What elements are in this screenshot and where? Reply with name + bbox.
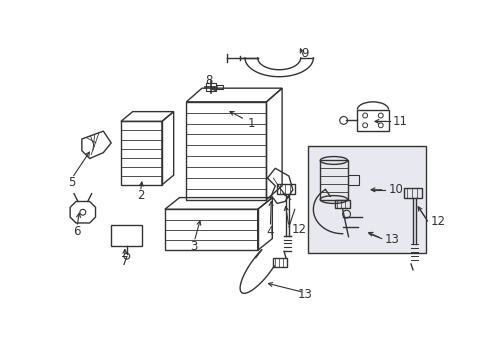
Bar: [334, 199, 350, 208]
Bar: [404, 188, 421, 198]
Text: 8: 8: [205, 74, 212, 87]
Text: 7: 7: [121, 255, 128, 267]
Text: 6: 6: [73, 225, 81, 238]
Bar: [320, 161, 347, 199]
Text: 2: 2: [137, 189, 144, 202]
Bar: [347, 175, 359, 185]
Text: 10: 10: [388, 183, 403, 196]
Text: 4: 4: [266, 225, 274, 238]
Bar: [215, 85, 223, 89]
Text: 5: 5: [68, 176, 76, 189]
Text: 11: 11: [392, 115, 407, 128]
Bar: [121, 121, 162, 185]
Text: 13: 13: [298, 288, 312, 301]
Bar: [205, 83, 215, 91]
Bar: [164, 209, 257, 250]
Text: 9: 9: [300, 46, 308, 59]
Text: 3: 3: [190, 240, 198, 253]
Bar: [186, 102, 266, 199]
Text: 13: 13: [384, 233, 399, 246]
Bar: [308, 146, 425, 253]
Text: 12: 12: [430, 215, 445, 228]
Text: 1: 1: [247, 117, 255, 130]
Bar: [273, 258, 286, 267]
Bar: [277, 184, 294, 194]
Bar: [111, 225, 142, 247]
Text: 12: 12: [291, 223, 306, 236]
Bar: [357, 110, 388, 131]
